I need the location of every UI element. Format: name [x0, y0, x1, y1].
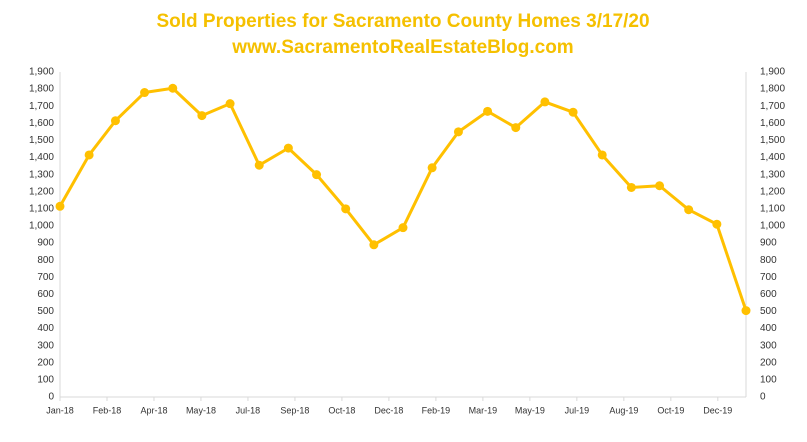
y-tick-label: 900 — [37, 238, 54, 249]
y2-tick-label: 300 — [760, 340, 777, 351]
point — [453, 127, 463, 137]
y2-tick-label: 600 — [760, 289, 777, 300]
point — [369, 240, 379, 250]
point — [225, 99, 235, 109]
point — [540, 97, 550, 107]
y-tick-label: 1,000 — [29, 221, 54, 232]
y2-tick-label: 200 — [760, 357, 777, 368]
y2-tick-label: 1,300 — [760, 169, 785, 180]
y-tick-label: 800 — [37, 255, 54, 266]
x-tick-label: Dec-18 — [374, 405, 403, 415]
point — [283, 143, 293, 153]
point — [597, 150, 607, 160]
x-tick-label: May-19 — [515, 405, 545, 415]
point — [254, 160, 264, 170]
point — [483, 106, 493, 116]
y-tick-label: 1,400 — [29, 152, 54, 163]
series-line — [58, 86, 748, 312]
y2-tick-label: 1,900 — [760, 67, 785, 78]
y2-tick-label: 400 — [760, 323, 777, 334]
point — [398, 223, 408, 233]
y-tick-label: 1,300 — [29, 169, 54, 180]
chart-subtitle: www.SacramentoRealEstateBlog.com — [231, 37, 573, 58]
y-tick-label: 1,200 — [29, 186, 54, 197]
x-tick-label: Jul-19 — [565, 405, 590, 415]
x-tick-label: Apr-18 — [140, 405, 167, 415]
y-tick-label: 1,500 — [29, 135, 54, 146]
x-tick-label: Mar-19 — [469, 405, 498, 415]
y-tick-label: 1,900 — [29, 67, 54, 78]
point — [427, 163, 437, 173]
x-tick-label: May-18 — [186, 405, 216, 415]
y-tick-label: 300 — [37, 340, 54, 351]
y-tick-label: 600 — [37, 289, 54, 300]
x-tick-label: Feb-18 — [93, 405, 122, 415]
y2-tick-label: 1,500 — [760, 135, 785, 146]
y2-tick-label: 1,100 — [760, 203, 785, 214]
y2-tick-label: 1,700 — [760, 101, 785, 112]
y2-tick-label: 0 — [760, 392, 766, 403]
x-tick-label: Jul-18 — [236, 405, 261, 415]
y2-tick-label: 1,800 — [760, 84, 785, 95]
y-tick-label: 500 — [37, 306, 54, 317]
y2-tick-label: 1,000 — [760, 221, 785, 232]
y2-tick-label: 700 — [760, 272, 777, 283]
y2-tick-label: 100 — [760, 375, 777, 386]
chart-title: Sold Properties for Sacramento County Ho… — [156, 11, 649, 32]
y-tick-label: 1,800 — [29, 84, 54, 95]
point — [626, 182, 636, 192]
point — [84, 150, 94, 160]
point — [712, 219, 722, 229]
y-tick-label: 1,700 — [29, 101, 54, 112]
point — [197, 111, 207, 121]
point — [341, 204, 351, 214]
point — [655, 181, 665, 191]
y-tick-label: 1,600 — [29, 118, 54, 129]
y-tick-label: 1,100 — [29, 203, 54, 214]
point — [312, 170, 322, 180]
x-tick-label: Jan-18 — [46, 405, 74, 415]
x-tick-label: Feb-19 — [422, 405, 451, 415]
x-tick-label: Aug-19 — [609, 405, 638, 415]
point — [511, 123, 521, 133]
y2-tick-label: 900 — [760, 238, 777, 249]
x-tick-label: Sep-18 — [280, 405, 309, 415]
point — [741, 306, 751, 316]
point — [140, 88, 150, 98]
y-tick-label: 0 — [48, 392, 54, 403]
point — [55, 201, 65, 211]
y-tick-label: 700 — [37, 272, 54, 283]
point — [168, 83, 178, 93]
y-tick-label: 200 — [37, 357, 54, 368]
point — [568, 107, 578, 117]
point — [110, 116, 120, 126]
y2-tick-label: 1,400 — [760, 152, 785, 163]
y-tick-label: 100 — [37, 375, 54, 386]
point — [684, 205, 694, 215]
y2-tick-label: 1,200 — [760, 186, 785, 197]
x-tick-label: Oct-19 — [657, 405, 684, 415]
x-tick-label: Dec-19 — [703, 405, 732, 415]
y2-tick-label: 500 — [760, 306, 777, 317]
y2-tick-label: 800 — [760, 255, 777, 266]
y2-tick-label: 1,600 — [760, 118, 785, 129]
y-tick-label: 400 — [37, 323, 54, 334]
x-tick-label: Oct-18 — [328, 405, 355, 415]
